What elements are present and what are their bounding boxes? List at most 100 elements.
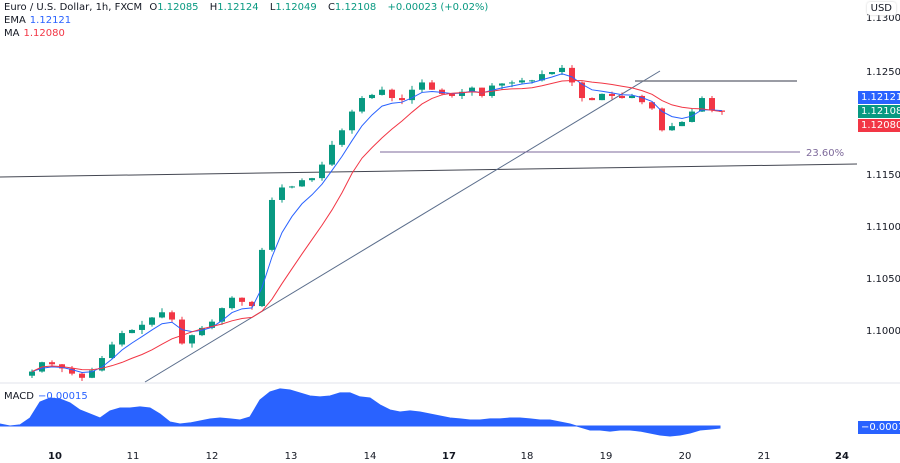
candle-body xyxy=(389,89,395,99)
candle-body xyxy=(549,72,555,75)
price-tick-label: 1.12500 xyxy=(866,67,900,78)
candle-body xyxy=(469,87,475,92)
candle-body xyxy=(29,371,35,376)
macd-legend[interactable]: MACD −0.00015 xyxy=(4,391,88,402)
macd-badge: −0.00015 xyxy=(858,421,900,434)
candles xyxy=(29,64,725,382)
candle-body xyxy=(459,91,465,96)
candle-body xyxy=(139,324,145,330)
candle-body xyxy=(679,121,685,127)
candle-body xyxy=(169,312,175,320)
candle-body xyxy=(149,317,155,325)
currency-label[interactable]: USD xyxy=(866,2,896,15)
candle-body xyxy=(359,98,365,112)
candle-body xyxy=(449,93,455,96)
price-tick-label: 1.13000 xyxy=(866,13,900,24)
candle-body xyxy=(309,178,315,181)
ma-line xyxy=(31,79,723,373)
time-tick-label: 11 xyxy=(127,451,140,462)
candle-body xyxy=(99,358,105,371)
price-tick-label: 1.10000 xyxy=(866,326,900,337)
candle-body xyxy=(369,94,375,99)
ohlc-close: C1.12108 xyxy=(327,2,377,13)
candle-body xyxy=(539,74,545,81)
candle-body xyxy=(259,249,265,307)
candle-body xyxy=(609,93,615,96)
candle-body xyxy=(569,67,575,83)
time-tick-label: 14 xyxy=(364,451,377,462)
candle-body xyxy=(319,164,325,179)
candle-body xyxy=(379,89,385,95)
candle-body xyxy=(399,98,405,101)
candle-body xyxy=(129,329,135,334)
ma-legend[interactable]: MA 1.12080 xyxy=(4,28,65,39)
ema-legend[interactable]: EMA 1.12121 xyxy=(4,15,72,26)
candle-body xyxy=(589,98,595,101)
candle-body xyxy=(439,89,445,94)
time-tick-label: 20 xyxy=(679,451,692,462)
candle-body xyxy=(419,82,425,90)
candle-body xyxy=(669,126,675,131)
candle-body xyxy=(49,362,55,365)
candle-body xyxy=(79,373,85,378)
time-tick-label: 10 xyxy=(48,451,62,462)
candle-body xyxy=(599,93,605,101)
candle-body xyxy=(89,370,95,378)
candle-body xyxy=(329,144,335,165)
time-tick-label: 13 xyxy=(285,451,298,462)
candle-body xyxy=(189,335,195,344)
candle-body xyxy=(689,111,695,122)
time-tick-label: 17 xyxy=(442,451,456,462)
ohlc-high: H1.12124 xyxy=(209,2,259,13)
price-tick-label: 1.10500 xyxy=(866,274,900,285)
ohlc-change: +0.00023 (+0.02%) xyxy=(387,2,489,13)
candle-body xyxy=(179,319,185,344)
macd-area xyxy=(0,388,721,437)
candle-body xyxy=(279,187,285,200)
candle-body xyxy=(209,321,215,328)
candle-body xyxy=(629,95,635,99)
time-tick-label: 24 xyxy=(835,451,849,462)
candle-body xyxy=(239,297,245,302)
price-tick-label: 1.11000 xyxy=(866,222,900,233)
candle-body xyxy=(229,297,235,309)
ohlc-open: O1.12085 xyxy=(149,2,199,13)
candle-body xyxy=(339,130,345,145)
ema-price-badge: 1.12121 xyxy=(858,91,900,104)
time-tick-label: 19 xyxy=(600,451,613,462)
candle-body xyxy=(119,333,125,345)
support-line xyxy=(0,163,858,178)
candle-body xyxy=(639,95,645,103)
candle-body xyxy=(509,82,515,84)
candle-body xyxy=(159,312,165,318)
candle-body xyxy=(719,110,725,112)
candle-body xyxy=(499,83,505,86)
candle-body xyxy=(409,89,415,101)
symbol-title: Euro / U.S. Dollar, 1h, FXCM xyxy=(4,2,143,13)
time-tick-label: 21 xyxy=(758,451,771,462)
candle-body xyxy=(349,111,355,131)
candle-body xyxy=(709,98,715,111)
ohlc-low: L1.12049 xyxy=(269,2,317,13)
candle-body xyxy=(699,98,705,112)
close-price-badge: 1.12108 xyxy=(858,105,900,118)
candle-body xyxy=(559,67,565,73)
candle-body xyxy=(199,327,205,336)
candle-body xyxy=(249,301,255,307)
fib-level-label: 23.60% xyxy=(806,148,844,159)
candle-body xyxy=(219,308,225,322)
ma-price-badge: 1.12080 xyxy=(858,119,900,132)
ema-line xyxy=(31,73,723,373)
candle-body xyxy=(619,95,625,99)
candle-body xyxy=(649,102,655,109)
candle-body xyxy=(519,80,525,83)
candle-body xyxy=(429,82,435,90)
candle-body xyxy=(479,87,485,96)
candle-body xyxy=(109,344,115,359)
candle-body xyxy=(269,199,275,250)
time-tick-label: 18 xyxy=(521,451,534,462)
time-tick-label: 12 xyxy=(206,451,219,462)
price-tick-label: 1.11500 xyxy=(866,170,900,181)
candle-body xyxy=(579,82,585,99)
